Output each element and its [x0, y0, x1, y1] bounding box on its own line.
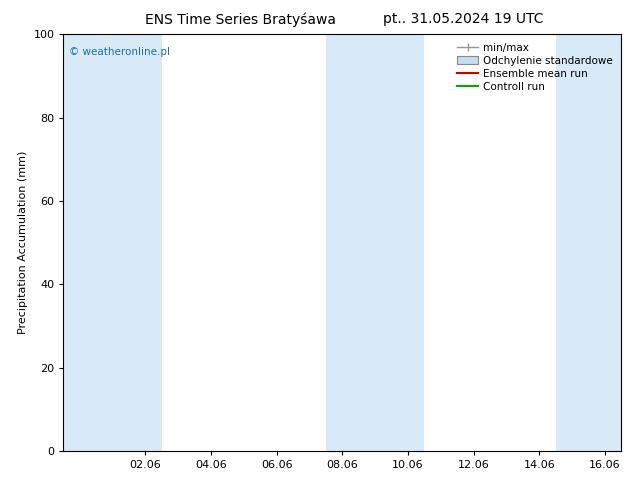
Bar: [326, 34, 424, 451]
Bar: [555, 34, 621, 451]
Bar: [63, 34, 162, 451]
Legend: min/max, Odchylenie standardowe, Ensemble mean run, Controll run: min/max, Odchylenie standardowe, Ensembl…: [454, 40, 616, 95]
Text: pt.. 31.05.2024 19 UTC: pt.. 31.05.2024 19 UTC: [382, 12, 543, 26]
Text: © weatheronline.pl: © weatheronline.pl: [69, 47, 170, 57]
Text: ENS Time Series Bratyśawa: ENS Time Series Bratyśawa: [145, 12, 337, 27]
Y-axis label: Precipitation Accumulation (mm): Precipitation Accumulation (mm): [18, 151, 28, 334]
